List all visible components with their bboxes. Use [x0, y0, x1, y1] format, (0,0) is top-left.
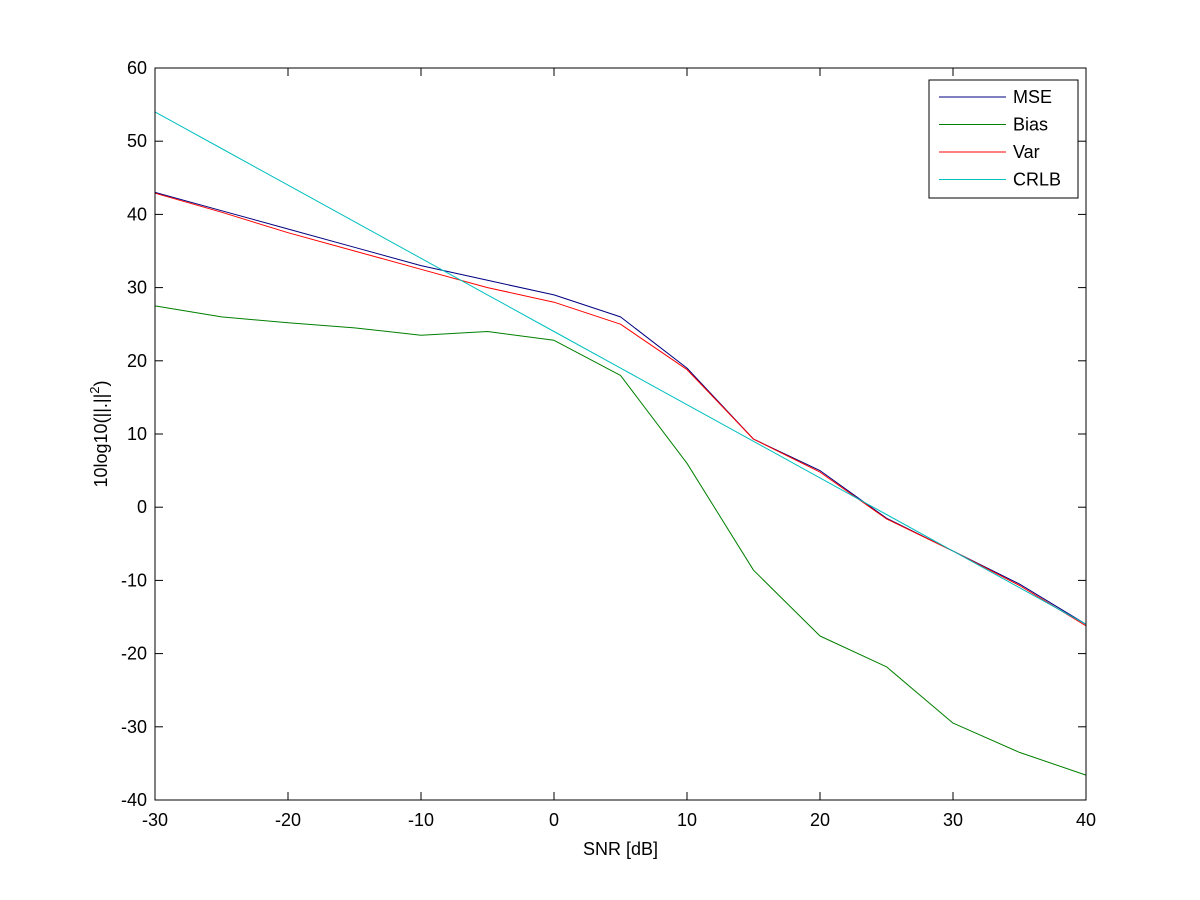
y-tick-label: 0	[137, 497, 147, 517]
x-tick-label: 30	[943, 810, 963, 830]
y-tick-label: 40	[127, 204, 147, 224]
y-tick-label: -40	[121, 790, 147, 810]
x-axis-label: SNR [dB]	[583, 839, 658, 859]
y-axis-label-superscript: 2	[87, 387, 102, 394]
y-tick-label: -10	[121, 570, 147, 590]
x-tick-label: 20	[810, 810, 830, 830]
legend-box	[928, 79, 1079, 199]
series-layer	[154, 111, 1087, 776]
y-tick-label: -30	[121, 717, 147, 737]
legend-items: MSE Bias Var CRLB	[939, 87, 1061, 190]
x-tick-label: 0	[549, 810, 559, 830]
legend-label-mse: MSE	[1013, 87, 1052, 107]
y-axis-label: 10log10(||.||2)	[87, 381, 111, 488]
legend-label-crlb: CRLB	[1013, 170, 1061, 190]
y-tick-label: 30	[127, 278, 147, 298]
legend: MSE Bias Var CRLB	[928, 79, 1079, 199]
x-tick-label: 40	[1076, 810, 1096, 830]
legend-label-bias: Bias	[1013, 115, 1048, 135]
y-axis-label-main: 10log10(||.||	[91, 394, 111, 488]
series-line-var	[154, 192, 1087, 627]
x-tick-label: -10	[408, 810, 434, 830]
x-tick-label: 10	[677, 810, 697, 830]
plot-frame	[154, 67, 1087, 801]
series-line-bias	[154, 305, 1087, 776]
y-tick-label: 50	[127, 131, 147, 151]
series-line-crlb	[154, 111, 1087, 625]
x-tick-label: -20	[275, 810, 301, 830]
y-tick-label: -20	[121, 644, 147, 664]
y-tick-label: 60	[127, 58, 147, 78]
y-tick-label: 10	[127, 424, 147, 444]
x-tick-label: -30	[142, 810, 168, 830]
tick-labels-layer: -30 -20 -10 0 10 20 30 40-40-30-20-100102030405…	[121, 58, 1096, 830]
y-axis-label-tail: )	[91, 381, 111, 387]
legend-label-var: Var	[1013, 142, 1040, 162]
y-tick-label: 20	[127, 351, 147, 371]
